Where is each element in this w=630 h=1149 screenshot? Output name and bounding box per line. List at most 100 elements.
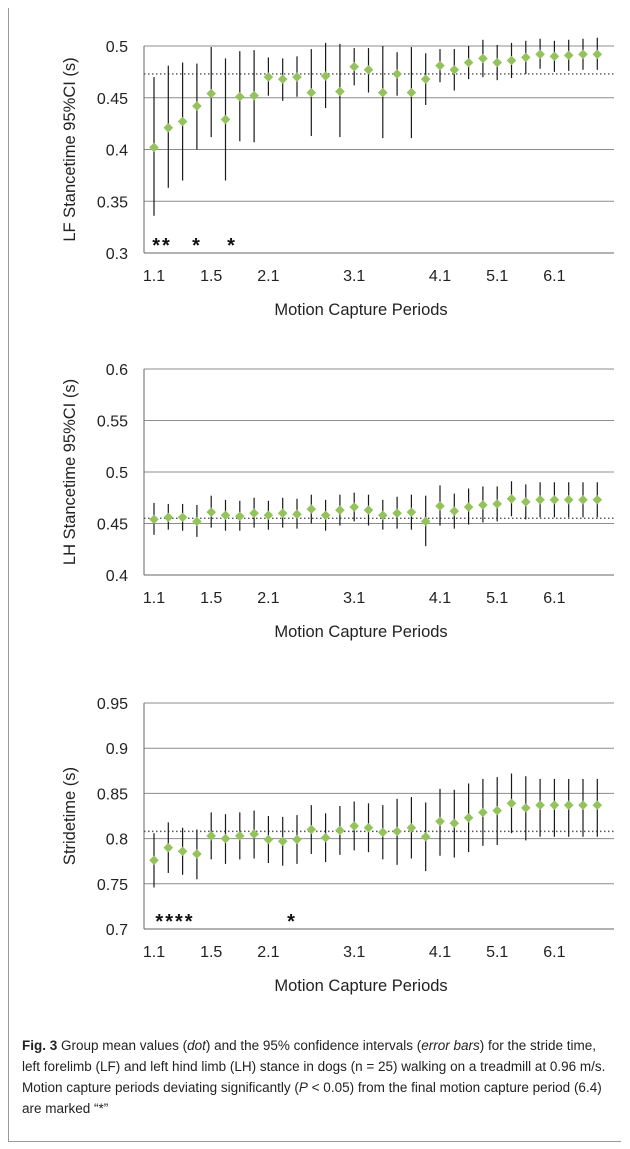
stride-ytick-label: 0.75 xyxy=(97,877,128,894)
lh-stancetime-chart: 0.6 0.55 0.5 0.45 0.4 1.1 1.5 2.1 3.1 4.1 5.1 6.1 Mo… xyxy=(61,362,614,641)
lf-mean-point xyxy=(177,116,188,127)
lf-significance-marker: * xyxy=(227,235,237,257)
stride-mean-point xyxy=(320,832,331,843)
stride-significance-marker: * xyxy=(287,911,297,933)
stride-mean-point xyxy=(592,800,603,810)
stride-significance-marker: **** xyxy=(155,911,194,933)
stride-mean-point xyxy=(435,816,445,827)
lf-ytick-label: 0.4 xyxy=(106,143,128,160)
lf-significance-marker: ** xyxy=(152,235,172,257)
lf-mean-point xyxy=(292,72,302,82)
lh-ytick-label: 0.55 xyxy=(97,414,128,431)
lf-mean-point xyxy=(578,49,588,60)
lh-mean-point xyxy=(363,505,374,515)
lf-x-axis-title: Motion Capture Periods xyxy=(274,301,447,319)
stridetime-chart: 0.95 0.9 0.85 0.8 0.75 0.7 1.1 1.5 2.1 3.1 4.1 5.1 6… xyxy=(61,696,614,995)
caption-fig-label: Fig. 3 xyxy=(22,1038,58,1053)
stride-mean-point xyxy=(235,831,245,841)
stride-mean-point xyxy=(449,818,460,829)
stride-mean-point xyxy=(578,800,588,810)
stride-mean-point xyxy=(392,826,402,837)
lh-xtick-label: 1.5 xyxy=(200,590,222,607)
lf-mean-point xyxy=(521,52,531,63)
stride-mean-point xyxy=(349,821,359,831)
lf-mean-point xyxy=(592,49,603,60)
lh-xtick-label: 6.1 xyxy=(543,590,565,607)
lf-mean-point xyxy=(235,91,245,102)
stride-ytick-label: 0.7 xyxy=(106,922,128,939)
lh-mean-point xyxy=(406,507,417,517)
lf-mean-point xyxy=(535,49,545,60)
stride-xtick-label: 4.1 xyxy=(429,944,451,961)
lf-mean-point xyxy=(478,53,488,64)
lf-xtick-label: 6.1 xyxy=(543,268,565,285)
lh-mean-point xyxy=(192,516,202,527)
lh-mean-point xyxy=(163,512,174,523)
lf-mean-point xyxy=(335,86,345,97)
lh-mean-point xyxy=(335,505,345,515)
stride-mean-point xyxy=(478,807,488,818)
caption-italic-2: error bars xyxy=(421,1038,480,1053)
lf-xtick-label: 3.1 xyxy=(343,268,365,285)
lf-ytick-label: 0.3 xyxy=(106,246,128,263)
caption-text-3: ) for the stride time, left forelimb (LF… xyxy=(22,1038,606,1095)
figure-frame xyxy=(8,8,621,1142)
stride-mean-point xyxy=(506,798,517,809)
stride-mean-point xyxy=(549,800,560,810)
stride-mean-point xyxy=(463,813,474,823)
lh-mean-point xyxy=(478,500,488,510)
stride-xtick-label: 3.1 xyxy=(343,944,365,961)
lf-significance-marker: * xyxy=(192,235,202,257)
lh-xtick-label: 4.1 xyxy=(429,590,451,607)
stride-ytick-label: 0.9 xyxy=(106,741,128,758)
lf-ytick-label: 0.35 xyxy=(97,194,128,211)
stride-mean-point xyxy=(335,825,345,836)
lf-ytick-label: 0.5 xyxy=(106,39,128,56)
stride-ytick-label: 0.95 xyxy=(97,696,128,713)
lh-mean-point xyxy=(463,502,474,512)
lh-mean-point xyxy=(378,510,388,521)
lh-x-axis-title: Motion Capture Periods xyxy=(274,623,447,641)
lh-mean-point xyxy=(277,508,288,518)
lh-mean-point xyxy=(306,504,317,514)
stride-mean-point xyxy=(249,829,259,839)
caption-text-4: < 0.05) from the final motion capture pe… xyxy=(22,1080,602,1116)
lh-mean-point xyxy=(392,508,402,518)
lf-mean-point xyxy=(406,87,417,98)
stride-mean-point xyxy=(521,803,531,813)
lf-mean-point xyxy=(149,142,159,153)
lf-xtick-label: 1.5 xyxy=(200,268,222,285)
lf-mean-point xyxy=(249,90,259,101)
lf-mean-point xyxy=(206,88,216,99)
stride-mean-point xyxy=(378,827,388,838)
stride-y-axis-title: Stridetime (s) xyxy=(61,767,79,865)
lf-mean-point xyxy=(163,122,174,133)
lh-ytick-label: 0.5 xyxy=(106,465,128,482)
lh-y-axis-title: LH Stancetime 95%CI (s) xyxy=(61,379,79,565)
lh-mean-point xyxy=(535,495,545,505)
lh-mean-point xyxy=(349,502,359,512)
lh-ytick-label: 0.4 xyxy=(106,568,128,585)
lf-mean-point xyxy=(549,51,560,62)
lf-mean-point xyxy=(277,74,288,84)
lh-ytick-label: 0.45 xyxy=(97,517,128,534)
stride-mean-point xyxy=(163,842,174,853)
stride-mean-point xyxy=(149,855,159,866)
stride-x-axis-title: Motion Capture Periods xyxy=(274,977,447,995)
lf-mean-point xyxy=(349,61,359,72)
lf-stancetime-chart: 0.5 0.45 0.4 0.35 0.3 1.1 1.5 2.1 3.1 4.1 5.1 6.1 Mo… xyxy=(61,37,614,319)
caption-text-2: ) and the 95% confidence intervals ( xyxy=(205,1038,422,1053)
stride-mean-point xyxy=(292,834,302,845)
stride-xtick-label: 2.1 xyxy=(257,944,279,961)
lh-xtick-label: 3.1 xyxy=(343,590,365,607)
stride-mean-point xyxy=(192,849,202,859)
lh-mean-point xyxy=(149,514,159,525)
stride-xtick-label: 1.1 xyxy=(143,944,165,961)
lh-mean-point xyxy=(449,506,460,516)
lf-mean-point xyxy=(306,87,317,98)
lf-y-axis-title: LF Stancetime 95%CI (s) xyxy=(61,57,79,241)
caption-italic-3: P xyxy=(298,1080,308,1095)
lf-mean-point xyxy=(563,50,574,61)
lf-mean-point xyxy=(492,57,502,68)
lh-mean-point xyxy=(578,495,588,505)
